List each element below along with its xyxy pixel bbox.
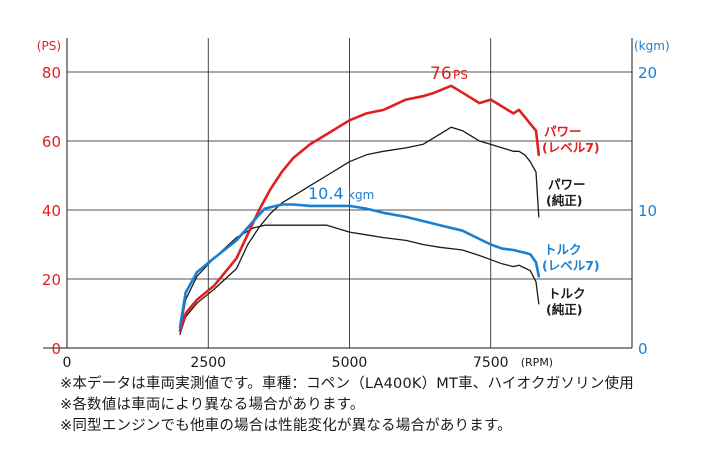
peak-power-value: 76 (430, 64, 452, 84)
legend-sub-torque-level7: (レベル7) (542, 258, 600, 273)
y-left-tick-label: 60 (42, 133, 61, 151)
x-tick-label: 5000 (332, 355, 368, 371)
legend-sub-power-level7: (レベル7) (542, 140, 600, 155)
y-left-tick-label: 40 (42, 202, 61, 220)
legend-name-torque-stock: トルク (548, 286, 586, 301)
peak-power-unit: PS (453, 68, 468, 82)
y-left-tick-label: 20 (42, 271, 61, 289)
y-right-tick-label: 0 (638, 340, 648, 358)
footnote: ※本データは車両実測値です。車種：コペン（LA400K）MT車、ハイオクガソリン… (60, 376, 634, 392)
axes: 0 20 40 60 80 (PS) 0 10 20 (kgm) 0 2500 5000 7500 (RPM… (37, 38, 670, 371)
x-tick-label: 2500 (190, 355, 226, 371)
footnote: ※同型エンジンでも他車の場合は性能変化が異なる場合があります。 (60, 418, 512, 434)
peak-torque-unit: kgm (348, 188, 374, 202)
legend-sub-power-stock: (純正) (546, 193, 582, 208)
y-left-tick-label: 80 (42, 64, 61, 82)
x-tick-label: 7500 (473, 355, 509, 371)
legend-name-torque-level7: トルク (544, 242, 582, 257)
y-right-tick-label: 20 (638, 64, 657, 82)
series-line-power-level7 (178, 84, 541, 333)
footnotes: ※本データは車両実測値です。車種：コペン（LA400K）MT車、ハイオクガソリン… (60, 374, 634, 437)
series-line-power-stock (179, 126, 540, 335)
x-axis-unit-label: (RPM) (521, 356, 553, 369)
series-group (178, 84, 541, 335)
y-right-tick-label: 10 (638, 202, 657, 220)
footnote: ※各数値は車両により異なる場合があります。 (60, 397, 365, 413)
legend-name-power-stock: パワー (548, 177, 586, 192)
peak-torque-value: 10.4 (308, 184, 344, 203)
series-line-torque-level7 (178, 203, 541, 329)
labels-group: パワー(純正)トルク(純正)パワー(レベル7)トルク(レベル7)76 PS10.4… (308, 64, 600, 317)
x-tick-label: 0 (63, 355, 72, 371)
y-left-tick-label: 0 (51, 340, 61, 358)
grid (67, 38, 632, 348)
legend-sub-torque-stock: (純正) (546, 302, 582, 317)
legend-name-power-level7: パワー (544, 124, 582, 139)
y-right-unit-label: (kgm) (634, 39, 670, 53)
y-left-unit-label: (PS) (37, 39, 61, 53)
